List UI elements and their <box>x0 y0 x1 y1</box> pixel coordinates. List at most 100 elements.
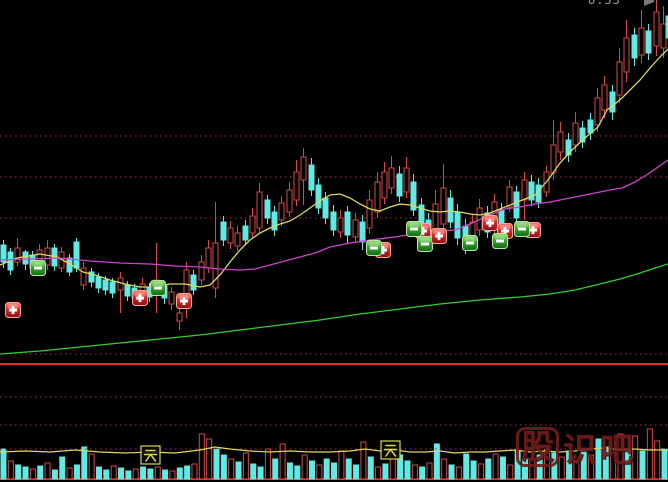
volume-bar-down <box>294 465 301 480</box>
volume-bar-down <box>485 458 492 480</box>
ma-mid-magenta <box>0 159 668 271</box>
plus-glyph <box>182 297 186 306</box>
candle-body-down <box>579 127 586 143</box>
volume-bar-down <box>81 446 88 480</box>
candle-body-down <box>609 91 616 113</box>
day-glyph-stroke <box>149 453 157 462</box>
volume-bar-down <box>536 454 543 480</box>
volume-bar-down <box>73 464 80 480</box>
volume-bar-down <box>448 464 455 480</box>
volume-bar-up <box>198 433 205 480</box>
volume-bar-down <box>140 466 147 480</box>
volume-bar-down <box>184 465 191 480</box>
volume-bar-down <box>22 466 29 480</box>
candle-body-down <box>102 279 109 291</box>
minus-glyph <box>154 286 162 290</box>
volume-bar-up <box>206 438 213 480</box>
volume-bar-down <box>286 462 293 480</box>
volume-bar-up <box>507 464 514 480</box>
candle-body-down <box>22 251 29 265</box>
plus-glyph <box>531 226 535 235</box>
candle-body-down <box>410 181 417 211</box>
plus-glyph <box>437 232 441 241</box>
sell-minus-badge <box>462 235 478 251</box>
candle-body-up <box>14 247 21 263</box>
volume-bar-down <box>235 461 242 480</box>
volume-bar-up <box>441 458 448 480</box>
volume-bar-down <box>103 469 110 480</box>
candle-body-down <box>315 184 322 209</box>
candle-body-down <box>73 241 80 269</box>
volume-bar-down <box>95 466 102 480</box>
candle-body-up <box>80 267 87 286</box>
volume-bar-down <box>308 460 315 480</box>
candle-body-up <box>521 179 528 201</box>
volume-bar-down <box>463 453 470 480</box>
volume-bar-down <box>433 443 440 480</box>
sell-minus-badge <box>30 260 46 276</box>
sell-minus-badge <box>406 221 422 237</box>
volume-bar-up <box>154 466 161 480</box>
volume-bar-down <box>661 448 668 480</box>
volume-bar-down <box>59 456 66 480</box>
candlestick-layer <box>0 0 668 330</box>
day-glyph-stroke <box>389 448 397 457</box>
volume-bar-down <box>499 456 506 480</box>
candle-body-down <box>454 211 461 239</box>
candle-body-down <box>631 34 638 59</box>
candle-body-down <box>396 173 403 197</box>
candle-body-up <box>205 247 212 269</box>
volume-bar-up <box>338 450 345 480</box>
volume-bar-down <box>404 460 411 480</box>
ma-slow-green <box>0 263 668 355</box>
candle-body-up <box>300 156 307 181</box>
moving-average-layer <box>0 48 668 355</box>
candle-body-up <box>286 189 293 213</box>
buy-plus-badge <box>482 215 498 231</box>
candle-body-up <box>601 84 608 111</box>
volume-bar-up <box>301 454 308 480</box>
volume-bar-up <box>360 441 367 480</box>
volume-bar-up <box>492 453 499 480</box>
candle-body-up <box>388 167 395 189</box>
candle-body-down <box>88 271 95 283</box>
volume-bar-down <box>470 460 477 480</box>
volume-bar-up <box>646 428 653 480</box>
buy-plus-badge <box>5 302 21 318</box>
candle-body-up <box>440 187 447 225</box>
minus-glyph <box>421 242 429 246</box>
plus-glyph <box>421 227 425 236</box>
minus-glyph <box>410 227 418 231</box>
plus-glyph <box>488 219 492 228</box>
candle-body-down <box>359 221 366 243</box>
volume-bar-up <box>7 460 14 480</box>
candle-body-down <box>109 281 116 294</box>
candle-body-down <box>565 139 572 156</box>
volume-bar-up <box>29 468 36 480</box>
volume-bar-up <box>279 443 286 480</box>
volume-bar-down <box>51 469 58 480</box>
day-glyph-stroke <box>385 448 392 457</box>
buy-plus-badge <box>176 293 192 309</box>
volume-bar-down <box>367 456 374 480</box>
signal-badge-layer <box>5 215 541 318</box>
volume-bar-up <box>110 465 117 480</box>
candle-body-down <box>308 164 315 191</box>
volume-bar-down <box>220 454 227 480</box>
minus-glyph <box>466 241 474 245</box>
candle-body-down <box>344 211 351 236</box>
flag-icon <box>644 0 654 6</box>
candle-body-down <box>242 225 249 241</box>
candle-body-up <box>432 203 439 231</box>
candle-body-up <box>594 97 601 126</box>
volume-bar-up <box>411 464 418 480</box>
candle-body-up <box>234 232 241 247</box>
candle-body-up <box>212 242 219 289</box>
volume-bar-down <box>331 462 338 480</box>
volume-bar-down <box>37 465 44 480</box>
volume-bar-up <box>375 466 382 480</box>
volume-bar-up <box>228 458 235 480</box>
candle-body-up <box>366 199 373 229</box>
